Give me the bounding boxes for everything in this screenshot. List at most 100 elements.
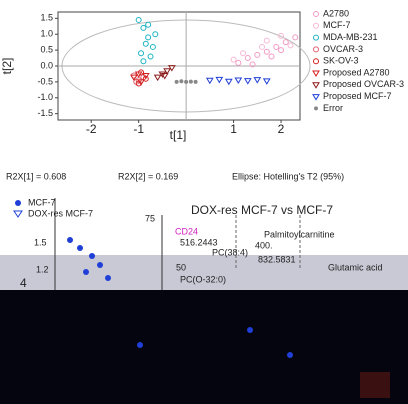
marker [160, 73, 169, 80]
legend-label: Proposed MCF-7 [323, 91, 392, 101]
marker [249, 61, 256, 68]
marker [254, 51, 261, 58]
annotation: 516.2443 [180, 237, 218, 247]
marker [142, 75, 149, 82]
x-tick-label: 1 [230, 122, 237, 136]
marker [193, 79, 198, 84]
marker [268, 53, 275, 60]
marker [158, 71, 167, 78]
glitch-band [0, 255, 408, 291]
annotation: 832.5831 [258, 254, 296, 264]
marker [224, 78, 233, 86]
marker [135, 16, 142, 23]
glitch-block [360, 372, 390, 398]
marker [145, 21, 152, 28]
point [67, 237, 73, 243]
legend-marker [13, 210, 23, 218]
marker [240, 50, 247, 57]
marker [147, 53, 154, 60]
annotation: Palmitoylcarnitine [264, 229, 335, 239]
y-tick-label: 0.0 [40, 60, 53, 70]
marker [313, 58, 319, 65]
point [83, 269, 89, 275]
marker [179, 79, 184, 84]
marker [130, 74, 138, 82]
marker [282, 39, 289, 46]
marker [134, 71, 143, 78]
x-tick-label: 2 [278, 122, 285, 136]
marker [312, 82, 320, 89]
y-axis-label: t[2] [0, 58, 14, 75]
marker [140, 58, 147, 65]
marker [153, 74, 162, 82]
marker [263, 48, 270, 55]
annotation: PC(O-32:0) [180, 274, 226, 284]
marker [235, 59, 242, 66]
legend-label: Proposed A2780 [323, 67, 390, 77]
marker [215, 76, 224, 84]
marker [145, 34, 152, 41]
marker [313, 46, 319, 53]
marker [234, 77, 243, 84]
y-tick-label: 1.0 [40, 29, 53, 39]
marker [174, 79, 179, 84]
legend-marker [15, 200, 21, 206]
point [89, 253, 95, 259]
marker [312, 94, 320, 101]
legend-label: Proposed OVCAR-3 [323, 79, 404, 89]
point [137, 342, 143, 348]
point [97, 262, 103, 268]
point [77, 245, 83, 251]
legend-label: MCF-7 [323, 20, 351, 30]
glitch-block [0, 290, 408, 404]
marker [263, 37, 270, 44]
y-tick-label: 0.5 [40, 44, 53, 54]
x-axis-label: t[1] [170, 128, 187, 142]
marker [313, 22, 319, 29]
marker [314, 106, 318, 111]
tick-label: 75 [145, 213, 155, 223]
blurred-points [67, 237, 293, 358]
annotation: 400. [255, 240, 273, 250]
x-tick-label: -1 [133, 122, 144, 136]
marker [138, 50, 145, 57]
marker [205, 77, 214, 85]
marker [188, 79, 193, 84]
stat: R2X[2] = 0.169 [118, 171, 178, 181]
stat: R2X[1] = 0.608 [6, 171, 66, 181]
y-tick-label: -1.0 [37, 92, 53, 102]
tick-label: 1.2 [36, 264, 49, 274]
y-tick-label: -1.5 [37, 108, 53, 118]
marker [312, 70, 320, 77]
marker [184, 79, 189, 84]
legend-label: Error [323, 103, 343, 113]
legend-label: MCF-7 [28, 197, 56, 207]
marker [253, 77, 262, 84]
axis-label: 4 [20, 276, 27, 290]
y-tick-label: 1.5 [40, 13, 53, 23]
tick-label: 1.5 [34, 237, 47, 247]
annotation: PC(38:4) [212, 247, 248, 257]
point [105, 275, 111, 281]
x-tick-label: -2 [86, 122, 97, 136]
marker [152, 31, 159, 38]
annotation: CD24 [175, 226, 198, 236]
marker [259, 43, 266, 50]
marker [278, 32, 285, 39]
marker [163, 68, 172, 75]
marker [167, 65, 176, 72]
legend-label: OVCAR-3 [323, 44, 363, 54]
marker [137, 79, 145, 86]
marker [142, 40, 149, 47]
marker [230, 56, 237, 63]
legend-label: MDA-MB-231 [323, 32, 378, 42]
marker [313, 34, 319, 41]
point [287, 352, 293, 358]
legend-label: DOX-res MCF-7 [28, 208, 93, 218]
marker [140, 24, 147, 31]
marker [273, 43, 280, 50]
marker [141, 73, 150, 80]
marker [149, 43, 156, 50]
marker [278, 47, 285, 54]
